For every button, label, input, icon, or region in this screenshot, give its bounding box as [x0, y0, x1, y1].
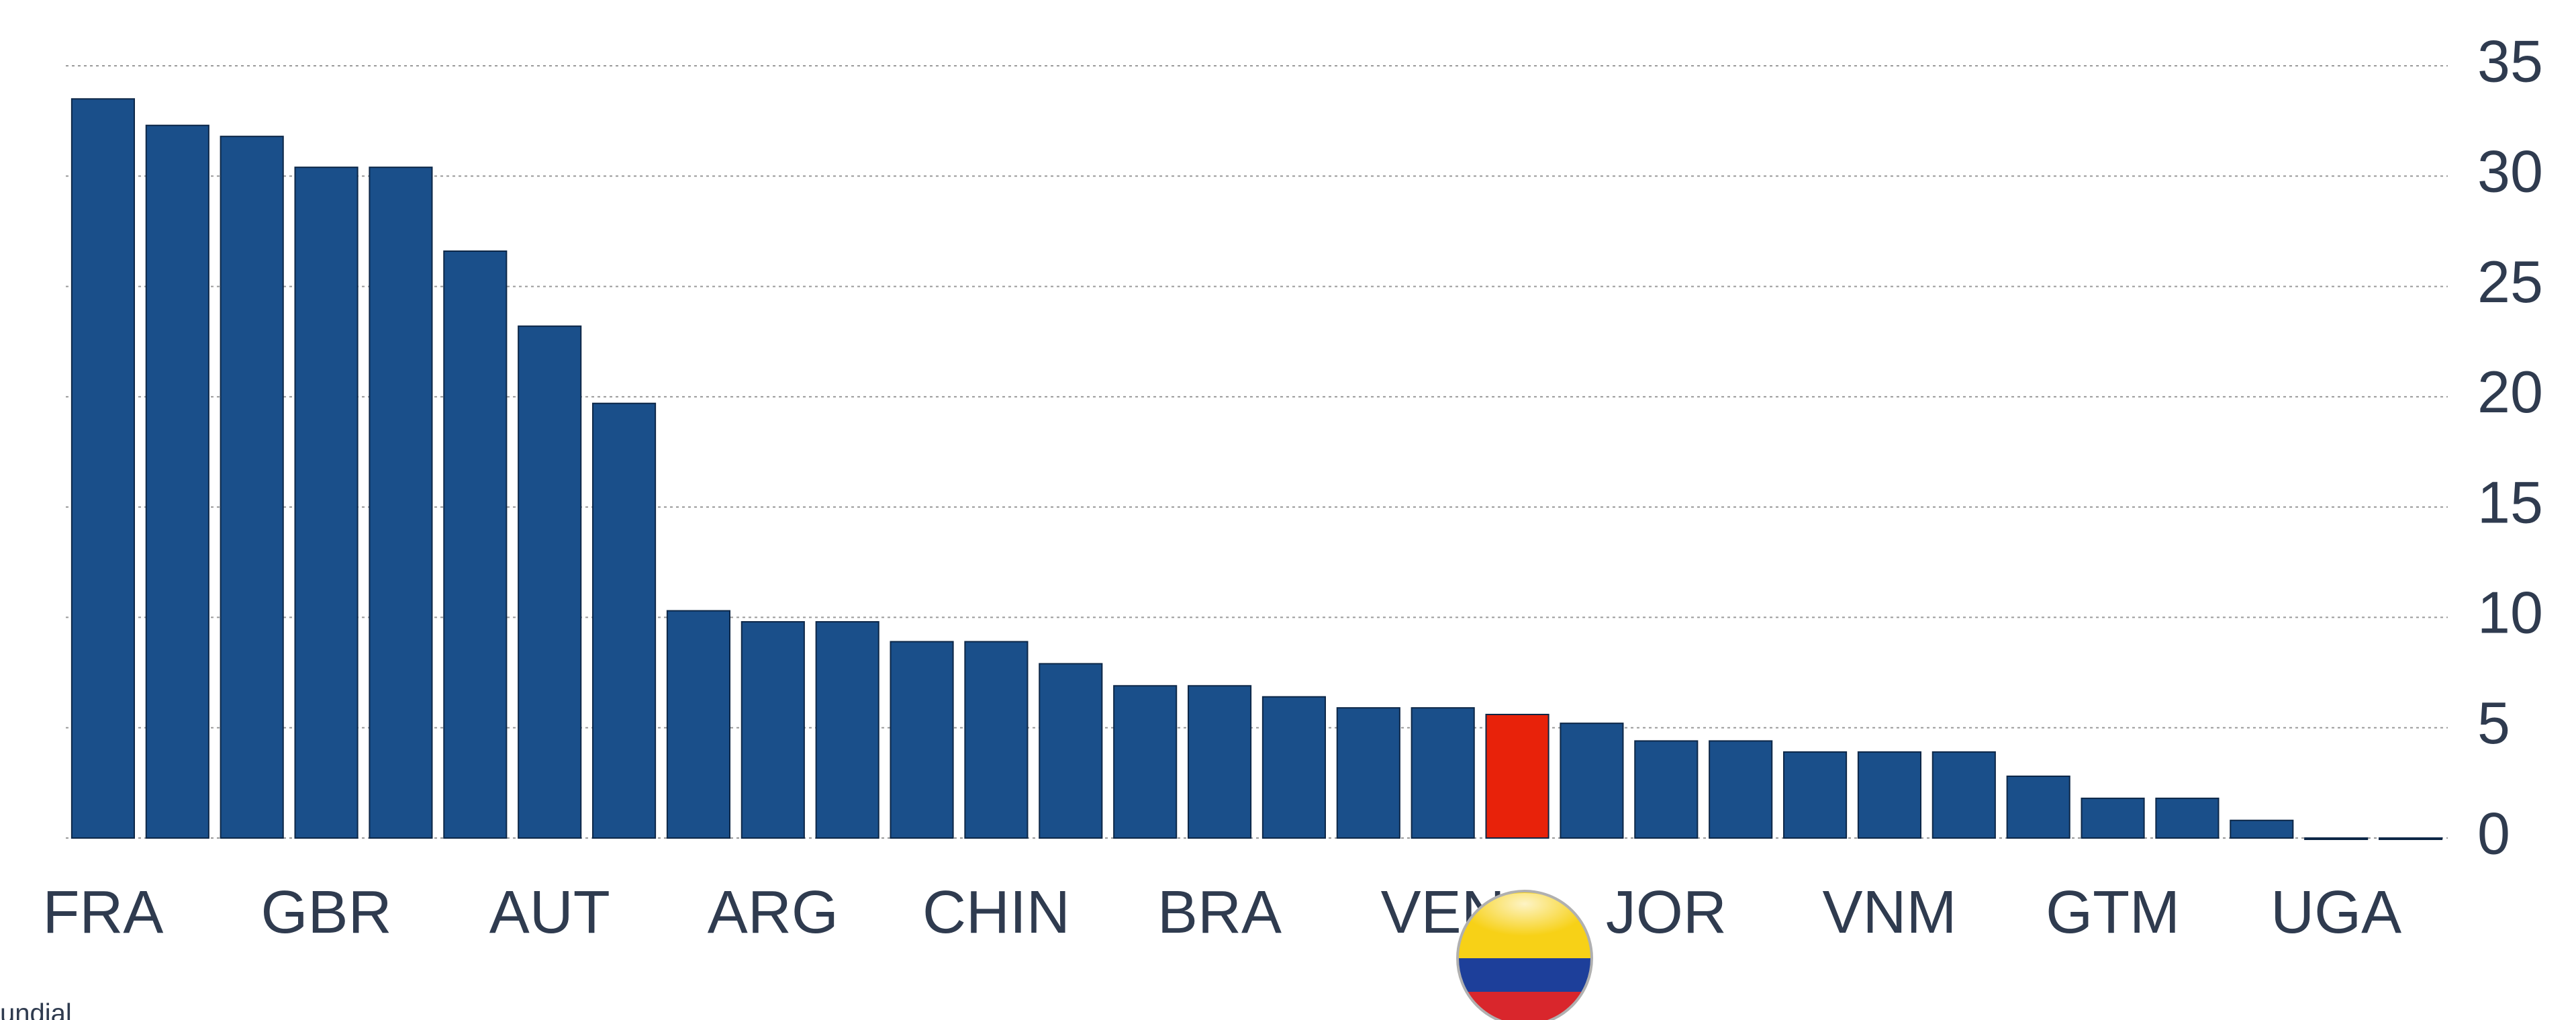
bar: [1336, 707, 1400, 839]
bar: [890, 641, 954, 839]
bar: [1634, 740, 1699, 839]
bar: [145, 124, 209, 839]
x-tick-label: UGA: [2271, 879, 2401, 946]
y-tick-label: 25: [2477, 248, 2543, 315]
bar: [815, 621, 879, 839]
bar: [2304, 837, 2369, 840]
bar: [1931, 751, 1996, 839]
y-tick-label: 30: [2477, 138, 2543, 205]
bar: [1187, 685, 1252, 839]
bar: [443, 250, 508, 839]
y-tick-label: 0: [2477, 800, 2510, 866]
bar: [1709, 740, 1773, 839]
bar: [2081, 797, 2145, 839]
bar: [964, 641, 1029, 839]
bar: [1560, 723, 1624, 839]
source-note: undial: [0, 999, 72, 1020]
x-tick-label: CHIN: [922, 879, 1070, 946]
bar: [591, 402, 657, 839]
y-tick-label: 10: [2477, 579, 2543, 646]
x-tick-label: ARG: [708, 879, 839, 946]
bar: [2155, 797, 2220, 839]
bar: [2378, 837, 2443, 840]
bar: [1039, 663, 1103, 839]
bar: [1857, 751, 1922, 839]
x-tick-label: AUT: [489, 879, 610, 946]
y-tick-label: 35: [2477, 28, 2543, 94]
x-tick-label: BRA: [1157, 879, 1282, 946]
x-tick-label: FRA: [42, 879, 163, 946]
bar: [220, 136, 284, 839]
bar: [294, 167, 359, 839]
x-tick-label: GBR: [261, 879, 392, 946]
bar: [70, 98, 136, 839]
bar: [1782, 751, 1848, 839]
bar: [369, 167, 433, 839]
bar: [518, 325, 582, 839]
bar: [2230, 819, 2294, 839]
flag-rim: [1456, 890, 1593, 1020]
y-tick-label: 5: [2477, 690, 2510, 756]
y-tick-label: 20: [2477, 359, 2543, 425]
bar: [1261, 696, 1327, 839]
y-tick-label: 15: [2477, 469, 2543, 535]
x-tick-label: JOR: [1606, 879, 1727, 946]
bar: [1485, 714, 1549, 839]
bar: [1113, 685, 1178, 839]
x-tick-label: VNM: [1822, 879, 1956, 946]
bar: [1411, 707, 1475, 839]
x-tick-label: GTM: [2046, 879, 2180, 946]
bar: [2006, 776, 2070, 839]
bar: [666, 610, 731, 839]
bar: [741, 621, 805, 839]
